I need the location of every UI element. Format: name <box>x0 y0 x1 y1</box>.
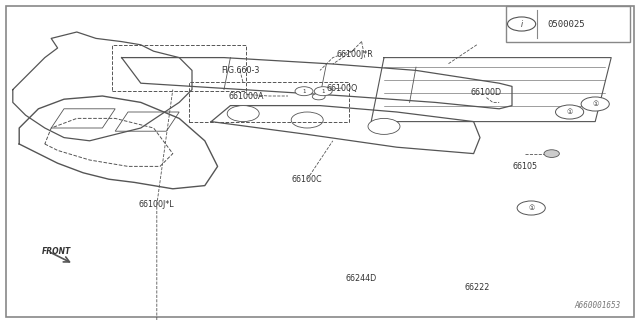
Text: 66100J*L: 66100J*L <box>139 200 175 209</box>
Circle shape <box>581 97 609 111</box>
Circle shape <box>295 87 313 96</box>
Text: 661000A: 661000A <box>228 92 264 100</box>
Text: ①: ① <box>566 109 573 115</box>
Text: 66100J*R: 66100J*R <box>337 50 374 59</box>
Circle shape <box>312 93 325 100</box>
Text: FIG.660-3: FIG.660-3 <box>221 66 259 75</box>
Circle shape <box>544 150 559 157</box>
Text: FRONT: FRONT <box>42 247 71 256</box>
Text: 1: 1 <box>321 89 325 94</box>
Circle shape <box>291 112 323 128</box>
Circle shape <box>227 106 259 122</box>
Text: i: i <box>520 20 523 28</box>
Text: ①: ① <box>528 205 534 211</box>
Text: ①: ① <box>592 101 598 107</box>
Text: 66100Q: 66100Q <box>326 84 358 92</box>
Circle shape <box>556 105 584 119</box>
Text: 66222: 66222 <box>464 284 490 292</box>
Text: 0500025: 0500025 <box>547 20 585 28</box>
Text: 66100C: 66100C <box>292 175 323 184</box>
Circle shape <box>314 87 332 96</box>
Text: 66100D: 66100D <box>471 88 502 97</box>
Circle shape <box>517 201 545 215</box>
FancyBboxPatch shape <box>506 6 630 42</box>
Text: 1: 1 <box>302 89 306 94</box>
Text: 66105: 66105 <box>512 162 538 171</box>
Text: 66244D: 66244D <box>346 274 377 283</box>
Circle shape <box>368 118 400 134</box>
Circle shape <box>508 17 536 31</box>
Text: A660001653: A660001653 <box>575 301 621 310</box>
